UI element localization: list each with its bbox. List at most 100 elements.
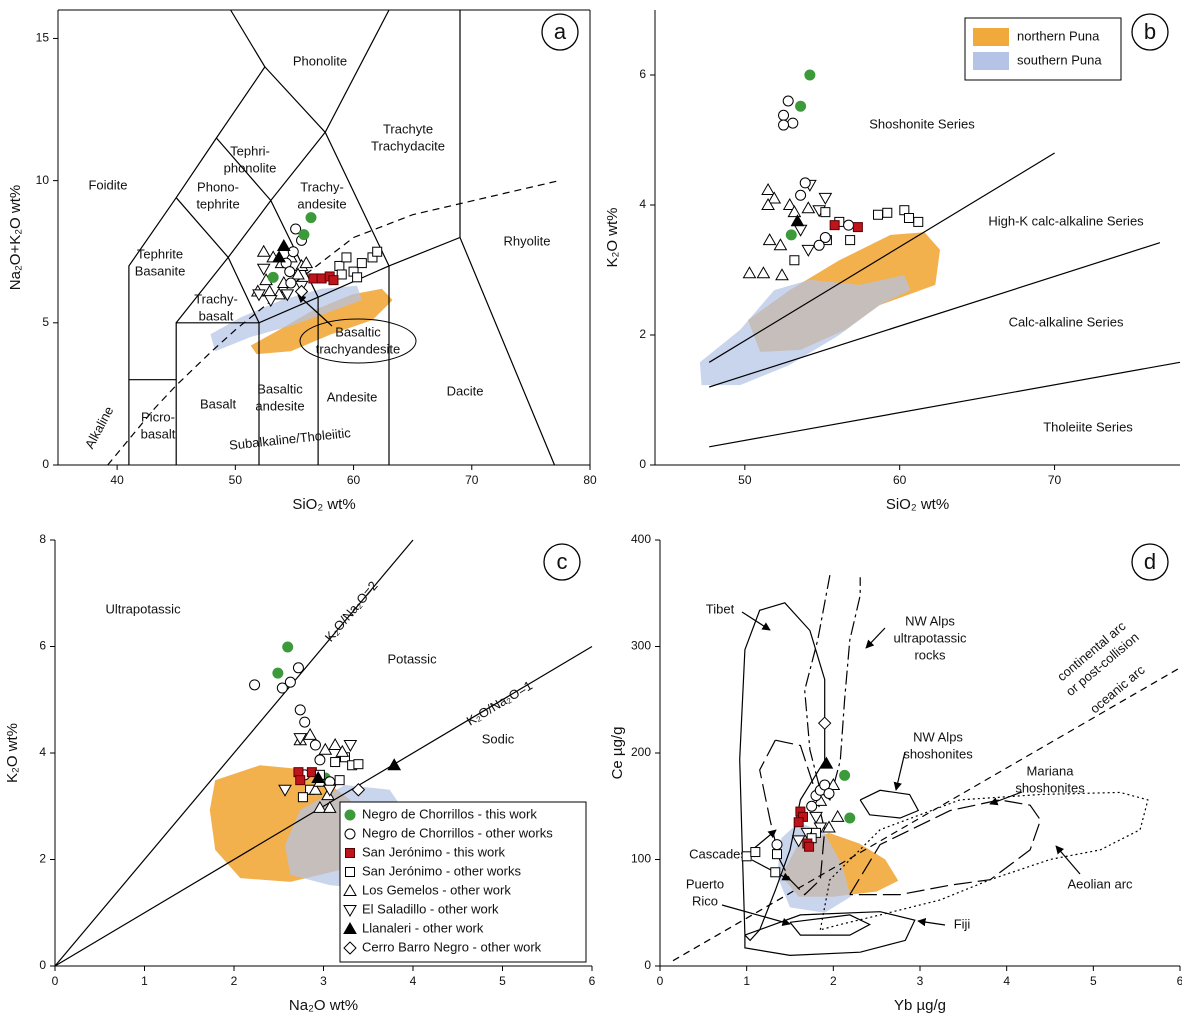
boundary-line — [849, 799, 1042, 896]
point — [309, 739, 321, 751]
point — [819, 232, 831, 243]
annotation-text: Basaltic — [257, 381, 303, 396]
annotation-text: shoshonites — [1015, 780, 1085, 795]
x-axis-title: Yb µg/g — [894, 997, 946, 1014]
point — [252, 289, 266, 302]
y-tick-label: 300 — [631, 639, 651, 653]
point — [298, 229, 310, 241]
point — [322, 784, 337, 797]
annotation: High-K calc-alkaline Series — [988, 213, 1144, 228]
point — [305, 212, 317, 224]
x-tick-label: 2 — [231, 974, 238, 988]
annotation: Ultrapotassic — [105, 601, 181, 616]
arrow — [297, 294, 333, 327]
annotation: Rhyolite — [504, 233, 551, 248]
annotation-text: basalt — [141, 426, 176, 441]
point — [328, 738, 342, 751]
boundary-line — [175, 197, 229, 258]
x-tick-label: 6 — [1177, 974, 1182, 988]
point — [762, 233, 777, 246]
x-tick-label: 6 — [589, 974, 596, 988]
annotation-text: Basanite — [135, 263, 186, 278]
highlight-ellipse — [299, 318, 417, 364]
point — [791, 835, 806, 848]
point — [873, 209, 884, 220]
point — [353, 759, 364, 770]
point — [785, 229, 797, 241]
point — [295, 775, 306, 786]
legend-marker — [343, 883, 357, 896]
x-tick-label: 3 — [320, 974, 327, 988]
point — [328, 275, 339, 286]
point — [770, 867, 781, 878]
point — [750, 847, 761, 858]
legend-label: Negro de Chorrillos - other works — [362, 825, 553, 840]
panel-label: b — [1144, 19, 1156, 44]
point — [761, 183, 775, 196]
point — [293, 733, 308, 746]
point — [330, 757, 341, 768]
annotation-text: ultrapotassic — [894, 630, 967, 645]
point — [341, 252, 352, 263]
point — [308, 273, 319, 284]
y-tick-label: 2 — [39, 852, 46, 866]
annotation: Sodic — [482, 731, 515, 746]
y-tick-label: 0 — [644, 958, 651, 972]
point — [311, 771, 325, 784]
point — [285, 277, 297, 289]
annotation-text: basalt — [199, 308, 234, 323]
y-tick-label: 4 — [639, 197, 646, 211]
annotation-text: Shoshonite Series — [869, 116, 975, 131]
point — [308, 782, 323, 795]
point — [839, 769, 851, 781]
boundary-line — [175, 256, 260, 465]
arrow — [721, 904, 791, 927]
point — [299, 716, 311, 728]
annotation: Potassic — [387, 651, 437, 666]
boundary-line — [672, 667, 1181, 962]
annotation-text: Picro- — [141, 409, 175, 424]
point — [826, 777, 841, 790]
point — [276, 682, 288, 694]
point — [334, 775, 345, 786]
region — [777, 822, 851, 913]
arrow — [751, 829, 777, 851]
annotation-text: Calc-alkaline Series — [1009, 314, 1124, 329]
annotation-text: tephrite — [196, 196, 239, 211]
point — [282, 641, 294, 653]
legend-label: Los Gemelos - other work — [362, 882, 511, 897]
x-axis-title: SiO₂ wt% — [292, 496, 355, 513]
y-tick-label: 0 — [42, 457, 49, 471]
point — [830, 809, 845, 822]
annotation-text: trachyandesite — [316, 341, 401, 356]
y-tick-label: 4 — [39, 745, 46, 759]
legend-marker — [343, 941, 357, 955]
point — [280, 289, 295, 302]
point — [818, 192, 833, 205]
point — [804, 69, 816, 81]
boundary-line — [54, 645, 593, 967]
y-tick-label: 100 — [631, 852, 651, 866]
x-tick-label: 5 — [499, 974, 506, 988]
annotation: Foidite — [88, 177, 127, 192]
annotation: NW Alps shoshonites — [903, 729, 973, 761]
panel-label: c — [557, 549, 568, 574]
annotation-text: Phono- — [197, 179, 239, 194]
x-tick-label: 50 — [738, 473, 752, 487]
y-tick-label: 0 — [39, 958, 46, 972]
point — [820, 207, 831, 218]
point — [778, 119, 790, 131]
y-tick-label: 15 — [36, 31, 50, 45]
arrow — [865, 627, 886, 649]
annotation: Tibet — [706, 601, 735, 616]
annotation: Calc-alkaline Series — [1009, 314, 1124, 329]
boundary-line — [759, 739, 826, 896]
panel-label-circle — [543, 543, 581, 581]
point — [787, 117, 799, 129]
point — [829, 220, 840, 231]
annotation: Trachy-andesite — [297, 179, 346, 211]
point — [844, 812, 856, 824]
annotation: Trachy-basalt — [194, 291, 238, 323]
annotation: Mariana shoshonites — [1015, 763, 1085, 795]
